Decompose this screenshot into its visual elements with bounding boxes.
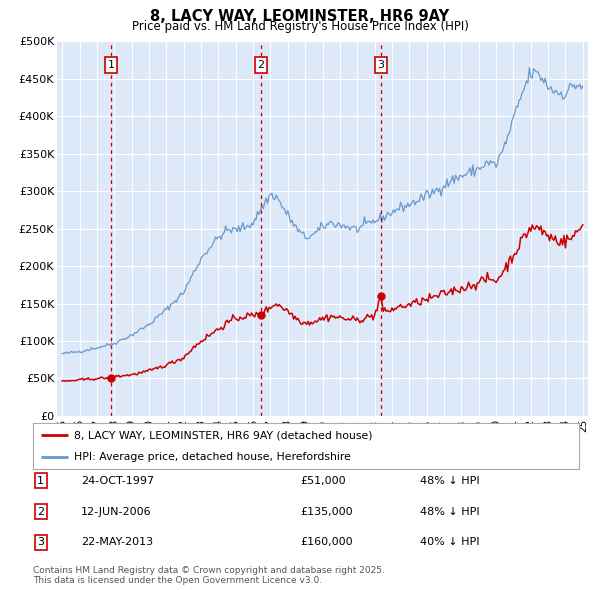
Text: 2: 2 — [257, 60, 265, 70]
Text: 48% ↓ HPI: 48% ↓ HPI — [420, 507, 479, 516]
Text: 24-OCT-1997: 24-OCT-1997 — [81, 476, 154, 486]
Text: 22-MAY-2013: 22-MAY-2013 — [81, 537, 153, 547]
Text: Price paid vs. HM Land Registry's House Price Index (HPI): Price paid vs. HM Land Registry's House … — [131, 20, 469, 33]
Text: 3: 3 — [377, 60, 385, 70]
Text: 8, LACY WAY, LEOMINSTER, HR6 9AY: 8, LACY WAY, LEOMINSTER, HR6 9AY — [151, 9, 449, 24]
Text: 1: 1 — [37, 476, 44, 486]
Text: £51,000: £51,000 — [300, 476, 346, 486]
Text: 48% ↓ HPI: 48% ↓ HPI — [420, 476, 479, 486]
Text: HPI: Average price, detached house, Herefordshire: HPI: Average price, detached house, Here… — [74, 451, 351, 461]
Text: 3: 3 — [37, 537, 44, 547]
Text: 1: 1 — [107, 60, 115, 70]
Text: 40% ↓ HPI: 40% ↓ HPI — [420, 537, 479, 547]
Text: Contains HM Land Registry data © Crown copyright and database right 2025.
This d: Contains HM Land Registry data © Crown c… — [33, 566, 385, 585]
Text: 12-JUN-2006: 12-JUN-2006 — [81, 507, 152, 516]
Text: 8, LACY WAY, LEOMINSTER, HR6 9AY (detached house): 8, LACY WAY, LEOMINSTER, HR6 9AY (detach… — [74, 431, 373, 441]
Text: £135,000: £135,000 — [300, 507, 353, 516]
Text: 2: 2 — [37, 507, 44, 516]
Text: £160,000: £160,000 — [300, 537, 353, 547]
